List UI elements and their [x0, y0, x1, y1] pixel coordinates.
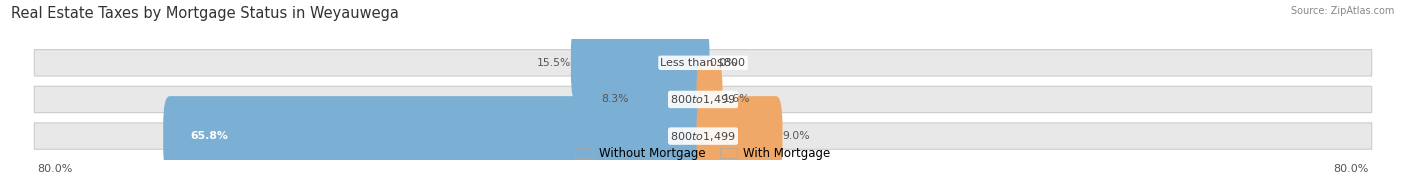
FancyBboxPatch shape: [163, 96, 710, 176]
FancyBboxPatch shape: [696, 96, 782, 176]
Text: Less than $800: Less than $800: [661, 58, 745, 68]
Legend: Without Mortgage, With Mortgage: Without Mortgage, With Mortgage: [575, 147, 831, 160]
FancyBboxPatch shape: [34, 86, 1372, 113]
Text: $800 to $1,499: $800 to $1,499: [671, 93, 735, 106]
FancyBboxPatch shape: [571, 23, 710, 103]
FancyBboxPatch shape: [630, 59, 710, 139]
Text: 15.5%: 15.5%: [537, 58, 571, 68]
FancyBboxPatch shape: [34, 123, 1372, 149]
Text: 0.0%: 0.0%: [710, 58, 737, 68]
FancyBboxPatch shape: [34, 50, 1372, 76]
Text: Source: ZipAtlas.com: Source: ZipAtlas.com: [1291, 6, 1395, 16]
Text: $800 to $1,499: $800 to $1,499: [671, 130, 735, 143]
Text: Real Estate Taxes by Mortgage Status in Weyauwega: Real Estate Taxes by Mortgage Status in …: [11, 6, 399, 21]
Text: 8.3%: 8.3%: [602, 94, 630, 105]
Text: 65.8%: 65.8%: [190, 131, 228, 141]
Text: 9.0%: 9.0%: [782, 131, 810, 141]
FancyBboxPatch shape: [696, 59, 723, 139]
Text: 1.6%: 1.6%: [723, 94, 749, 105]
